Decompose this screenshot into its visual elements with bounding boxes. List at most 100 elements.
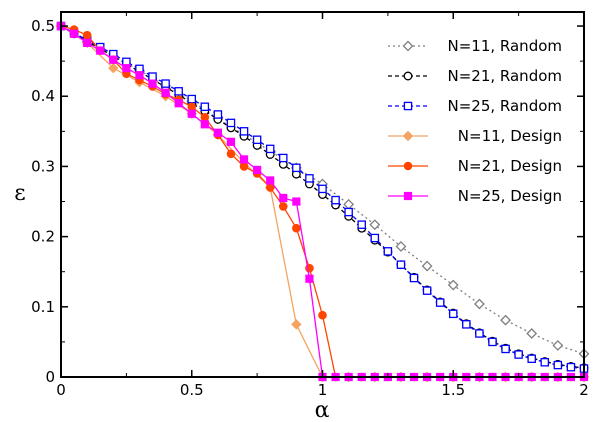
data-point xyxy=(200,102,210,112)
data-point xyxy=(343,198,355,210)
x-tick-label: 0 xyxy=(56,381,66,399)
legend-label: N=11, Design xyxy=(458,127,562,145)
series-2 xyxy=(56,21,589,373)
data-point xyxy=(292,163,301,173)
x-tick-label: 1.5 xyxy=(441,381,465,399)
legend-marker xyxy=(403,71,413,81)
data-point xyxy=(395,241,407,252)
data-point xyxy=(135,71,144,80)
data-point xyxy=(200,112,210,122)
data-point xyxy=(553,360,563,370)
legend-item: N=21, Random xyxy=(388,67,562,85)
legend-label: N=21, Random xyxy=(447,67,562,85)
data-point xyxy=(253,165,262,175)
x-tick-label: 2 xyxy=(579,381,589,399)
data-point xyxy=(265,144,275,154)
data-point xyxy=(174,87,183,96)
data-point xyxy=(292,223,301,233)
data-point xyxy=(213,128,223,137)
legend-label: N=25, Random xyxy=(447,97,562,115)
data-point xyxy=(566,362,576,372)
y-tick-label: 0.4 xyxy=(31,87,55,105)
legend-item: N=25, Random xyxy=(388,97,562,115)
data-point xyxy=(69,29,79,38)
data-point xyxy=(239,155,249,164)
x-axis-label: α xyxy=(315,398,330,422)
data-point xyxy=(318,184,327,194)
data-point xyxy=(187,102,197,112)
data-point xyxy=(552,339,564,351)
legend-marker xyxy=(403,101,413,111)
x-tick-label: 1 xyxy=(318,381,328,399)
legend: N=11, Random N=21, Random N=25, Random N=11… xyxy=(388,37,562,205)
legend-marker xyxy=(403,191,413,201)
data-point xyxy=(462,320,471,329)
data-point xyxy=(279,193,288,203)
data-point xyxy=(278,202,288,211)
data-point xyxy=(239,127,249,136)
data-point xyxy=(344,207,353,217)
data-point xyxy=(318,310,327,320)
legend-label: N=11, Random xyxy=(447,37,562,55)
data-point xyxy=(226,118,236,128)
legend-item: N=21, Design xyxy=(388,157,562,175)
legend-label: N=25, Design xyxy=(458,187,562,205)
data-point xyxy=(279,153,288,163)
data-point xyxy=(174,99,183,108)
legend-item: N=11, Random xyxy=(388,37,562,55)
data-point xyxy=(409,273,419,283)
legend-marker xyxy=(402,40,414,52)
data-point xyxy=(383,247,393,256)
y-tick-label: 0.5 xyxy=(31,17,55,35)
data-point xyxy=(187,94,196,104)
legend-marker xyxy=(403,161,413,171)
data-point xyxy=(83,38,92,47)
data-point xyxy=(421,260,433,272)
data-point xyxy=(239,162,249,171)
data-point xyxy=(475,329,484,338)
data-point xyxy=(226,149,236,159)
data-point xyxy=(473,298,485,310)
data-point xyxy=(161,79,170,88)
data-point xyxy=(305,174,314,183)
y-axis-label: ε xyxy=(14,181,25,206)
data-point xyxy=(291,319,302,330)
data-point xyxy=(266,176,275,185)
data-point xyxy=(447,279,459,291)
legend-marker xyxy=(402,130,414,142)
data-point xyxy=(109,55,118,64)
data-point xyxy=(501,344,510,354)
legend-item: N=25, Design xyxy=(388,187,562,205)
data-point xyxy=(500,314,511,326)
data-point xyxy=(331,195,340,205)
data-point xyxy=(540,358,550,367)
data-point xyxy=(252,135,262,144)
y-tick-label: 0.2 xyxy=(31,228,55,246)
data-point xyxy=(213,110,223,119)
legend-item: N=11, Design xyxy=(388,127,562,145)
data-point xyxy=(357,220,366,229)
data-point xyxy=(161,88,170,97)
data-point xyxy=(82,30,92,40)
data-point xyxy=(514,350,523,359)
data-point xyxy=(226,137,236,146)
data-point xyxy=(369,219,381,231)
data-point xyxy=(370,233,380,243)
data-point xyxy=(292,197,301,206)
legend-label: N=21, Design xyxy=(458,157,562,175)
data-point xyxy=(527,354,536,363)
data-point xyxy=(305,274,314,283)
data-point xyxy=(526,328,538,339)
data-point xyxy=(122,64,131,73)
data-point xyxy=(187,109,196,118)
data-point xyxy=(148,72,157,81)
data-point xyxy=(435,298,445,307)
data-point xyxy=(148,79,157,88)
data-point xyxy=(396,260,406,269)
y-tick-label: 0.1 xyxy=(31,298,55,316)
data-point xyxy=(448,309,458,319)
y-tick-label: 0 xyxy=(45,368,55,386)
data-point xyxy=(200,120,209,129)
data-point xyxy=(108,62,119,74)
